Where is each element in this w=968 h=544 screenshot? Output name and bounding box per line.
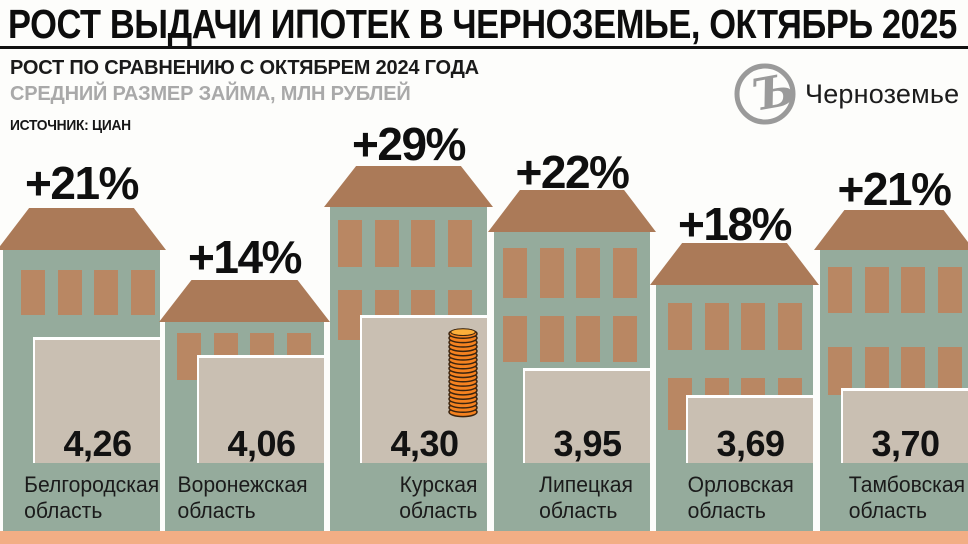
house-window (865, 267, 889, 313)
house-roof (324, 166, 493, 207)
region-name-line2: область (539, 498, 618, 523)
region-name-line2: область (848, 498, 928, 523)
house-window (778, 303, 802, 350)
house-window (576, 248, 600, 298)
house-roof (0, 208, 166, 250)
house-roof (814, 210, 968, 250)
region-label: Орловская область (656, 472, 807, 524)
region-name-line1: Тамбовская (848, 472, 966, 497)
house-window (375, 220, 399, 267)
growth-label: +22% (515, 146, 630, 198)
house-window (503, 316, 527, 362)
value-label: 3,70 (871, 423, 940, 464)
growth-label: +18% (678, 198, 792, 250)
region-label: Липецкая область (494, 472, 644, 524)
region-label: Воронежская область (165, 472, 318, 524)
value-label: 3,95 (553, 423, 622, 464)
house-window (131, 270, 155, 315)
region-name-line1: Орловская (687, 472, 794, 497)
region-label: Курская область (336, 472, 487, 524)
growth-label: +14% (188, 231, 302, 283)
brand-name: Черноземье (805, 78, 960, 109)
region-label: Тамбовская область (820, 472, 966, 524)
house-window (938, 347, 962, 395)
svg-text:Ъ: Ъ (749, 64, 797, 122)
region-name-line1: Воронежская (177, 472, 308, 497)
coin-stack-icon (447, 326, 479, 423)
growth-label: +21% (25, 157, 139, 209)
region-name-line2: область (687, 498, 766, 523)
house-window (613, 248, 637, 298)
house-roof (159, 280, 330, 322)
house-window (338, 220, 362, 267)
kommersant-logo-icon: Ъ (734, 63, 797, 125)
ground-strip (0, 531, 968, 544)
region-name-line2: область (24, 498, 103, 523)
region-name-line1: Белгородская (24, 472, 160, 497)
house-window (338, 290, 362, 340)
value-label: 4,30 (390, 423, 459, 464)
door-panel: 3,95 (523, 368, 650, 463)
house-window (540, 316, 564, 362)
door-panel: 4,06 (197, 355, 324, 463)
door-panel: 3,69 (686, 395, 813, 463)
growth-label: +29% (352, 118, 466, 170)
page-title: РОСТ ВЫДАЧИ ИПОТЕК В ЧЕРНОЗЕМЬЕ, ОКТЯБРЬ… (8, 1, 957, 47)
door-panel: 3,70 (841, 388, 968, 463)
divider-rule (0, 46, 968, 49)
house-window (503, 248, 527, 298)
house-window (865, 347, 889, 395)
value-label: 4,06 (227, 423, 296, 464)
house-window (448, 220, 472, 267)
house-roof (488, 190, 656, 232)
region-name-line1: Липецкая (539, 472, 633, 497)
house-window (613, 316, 637, 362)
region-name-line1: Курская (399, 472, 478, 497)
house-roof (650, 243, 819, 285)
house-window (705, 303, 729, 350)
brand-logo: Ъ Черноземье (733, 62, 959, 126)
region-name-line2: область (399, 498, 478, 523)
door-panel: 4,26 (33, 337, 160, 463)
house-window (576, 316, 600, 362)
region-name-line2: область (177, 498, 256, 523)
source-label: ИСТОЧНИК: ЦИАН (10, 117, 131, 134)
house-window (938, 267, 962, 313)
comparison-subtitle: РОСТ ПО СРАВНЕНИЮ С ОКТЯБРЕМ 2024 ГОДА (10, 57, 479, 79)
house-window (21, 270, 45, 315)
region-label: Белгородская область (3, 472, 160, 524)
growth-label: +21% (837, 163, 952, 215)
house-window (901, 347, 925, 395)
house-window (58, 270, 82, 315)
house-window (668, 303, 692, 350)
house-window (828, 267, 852, 313)
value-label: 4,26 (63, 423, 132, 464)
house-window (828, 347, 852, 395)
house-window (540, 248, 564, 298)
house-window (741, 303, 765, 350)
value-label: 3,69 (716, 423, 785, 464)
unit-subtitle: СРЕДНИЙ РАЗМЕР ЗАЙМА, МЛН РУБЛЕЙ (10, 83, 411, 105)
house-window (901, 267, 925, 313)
house-window (411, 220, 435, 267)
house-window (94, 270, 118, 315)
